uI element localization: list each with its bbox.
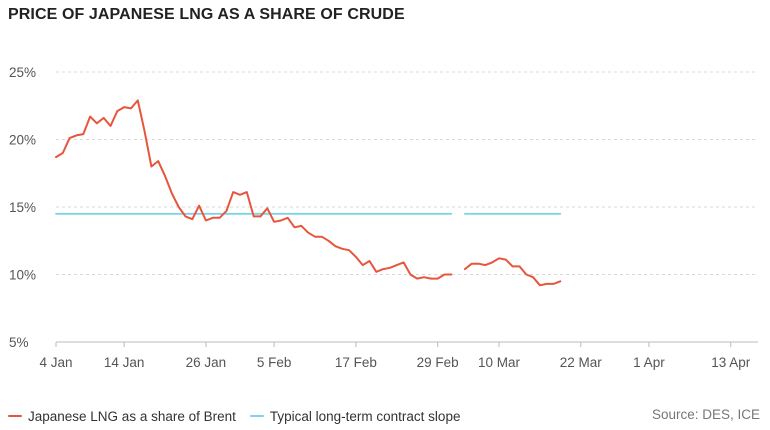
legend-item-contract: Typical long-term contract slope bbox=[249, 408, 461, 424]
x-tick-label: 10 Mar bbox=[478, 355, 521, 370]
series-line-lng-share bbox=[55, 99, 453, 280]
source-note: Source: DES, ICE bbox=[651, 407, 760, 422]
y-tick-label: 5% bbox=[9, 335, 29, 350]
legend-label-lng: Japanese LNG as a share of Brent bbox=[28, 408, 236, 424]
x-tick-label: 5 Feb bbox=[257, 355, 292, 370]
legend-swatch-contract bbox=[249, 415, 264, 417]
line-chart: 5% 10% 15% 20% 25% 4 Jan 14 Jan 26 Jan 5 Feb 17 F… bbox=[9, 65, 758, 370]
y-tick-label: 20% bbox=[9, 133, 36, 148]
y-tick-label: 10% bbox=[9, 268, 36, 283]
x-tick-label: 14 Jan bbox=[104, 355, 145, 370]
legend-label-contract: Typical long-term contract slope bbox=[269, 408, 461, 424]
x-tick-label: 17 Feb bbox=[335, 355, 377, 370]
legend-swatch-lng bbox=[8, 415, 22, 417]
y-tick-label: 25% bbox=[9, 65, 36, 80]
x-tick-label: 4 Jan bbox=[39, 355, 72, 370]
chart-title: PRICE OF JAPANESE LNG AS A SHARE OF CRUD… bbox=[8, 6, 405, 23]
x-tick-label: 22 Mar bbox=[560, 355, 603, 370]
y-tick-label: 15% bbox=[9, 200, 36, 215]
x-tick-label: 1 Apr bbox=[633, 355, 665, 370]
legend: Japanese LNG as a share of Brent Typical… bbox=[8, 407, 460, 425]
legend-item-lng: Japanese LNG as a share of Brent bbox=[8, 409, 236, 424]
x-tick-label: 26 Jan bbox=[186, 355, 227, 370]
series-line-lng-share bbox=[463, 257, 562, 287]
x-tick-label: 29 Feb bbox=[417, 355, 459, 370]
x-tick-label: 13 Apr bbox=[711, 355, 751, 370]
